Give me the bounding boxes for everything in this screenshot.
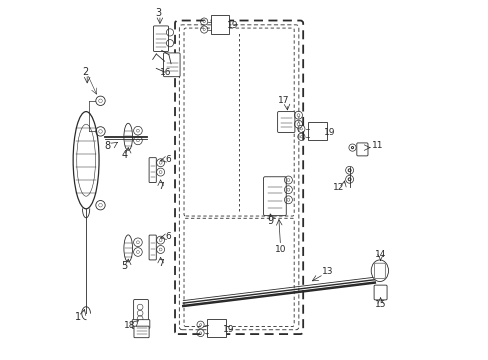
Text: 11: 11 xyxy=(371,141,383,150)
Circle shape xyxy=(203,28,205,31)
Text: 6: 6 xyxy=(164,155,170,163)
Text: 5: 5 xyxy=(121,261,127,271)
FancyBboxPatch shape xyxy=(374,263,385,278)
Text: 14: 14 xyxy=(374,251,386,259)
Circle shape xyxy=(136,251,139,253)
FancyBboxPatch shape xyxy=(373,285,386,300)
FancyBboxPatch shape xyxy=(163,53,180,77)
Circle shape xyxy=(99,130,102,133)
FancyBboxPatch shape xyxy=(149,235,156,260)
Circle shape xyxy=(296,123,299,126)
Text: 3: 3 xyxy=(156,8,162,18)
Circle shape xyxy=(203,21,205,23)
Circle shape xyxy=(347,178,350,181)
Text: 17: 17 xyxy=(278,96,289,105)
Text: 15: 15 xyxy=(374,300,386,309)
Circle shape xyxy=(159,161,162,164)
Text: 19: 19 xyxy=(226,21,238,30)
Text: 12: 12 xyxy=(332,184,344,193)
FancyBboxPatch shape xyxy=(206,319,225,337)
Circle shape xyxy=(99,99,102,103)
Circle shape xyxy=(300,136,302,138)
Text: 16: 16 xyxy=(159,68,171,77)
Circle shape xyxy=(99,203,102,207)
Ellipse shape xyxy=(370,260,387,282)
Text: 7: 7 xyxy=(158,259,163,269)
Circle shape xyxy=(136,241,139,244)
Circle shape xyxy=(159,248,162,251)
Circle shape xyxy=(286,179,289,181)
Text: 9: 9 xyxy=(267,216,273,226)
Ellipse shape xyxy=(123,235,132,262)
FancyBboxPatch shape xyxy=(277,112,294,132)
Text: 7: 7 xyxy=(158,182,163,191)
Circle shape xyxy=(296,114,299,117)
Text: 2: 2 xyxy=(82,67,88,77)
Text: 8: 8 xyxy=(104,141,110,151)
Text: 10: 10 xyxy=(274,245,285,253)
Circle shape xyxy=(300,128,302,130)
Ellipse shape xyxy=(123,123,132,150)
FancyBboxPatch shape xyxy=(307,122,326,140)
Circle shape xyxy=(136,129,139,132)
Circle shape xyxy=(347,169,350,172)
Text: 19: 19 xyxy=(223,325,234,334)
Ellipse shape xyxy=(73,112,99,209)
Circle shape xyxy=(199,332,201,334)
FancyBboxPatch shape xyxy=(133,300,148,323)
Text: 4: 4 xyxy=(122,150,127,160)
Text: 1: 1 xyxy=(75,312,81,322)
Circle shape xyxy=(351,147,353,149)
FancyBboxPatch shape xyxy=(153,26,168,51)
Text: 19: 19 xyxy=(324,128,335,137)
FancyBboxPatch shape xyxy=(210,15,229,34)
FancyBboxPatch shape xyxy=(149,158,156,183)
Circle shape xyxy=(199,324,201,326)
FancyBboxPatch shape xyxy=(263,177,285,216)
Text: 6: 6 xyxy=(164,232,170,241)
Circle shape xyxy=(159,239,162,242)
FancyBboxPatch shape xyxy=(134,326,149,338)
Text: 18: 18 xyxy=(123,321,135,330)
FancyBboxPatch shape xyxy=(132,320,149,328)
Circle shape xyxy=(136,139,139,142)
Circle shape xyxy=(286,188,289,191)
FancyBboxPatch shape xyxy=(356,143,367,156)
Circle shape xyxy=(286,198,289,201)
Text: 13: 13 xyxy=(321,267,332,276)
Circle shape xyxy=(159,171,162,174)
